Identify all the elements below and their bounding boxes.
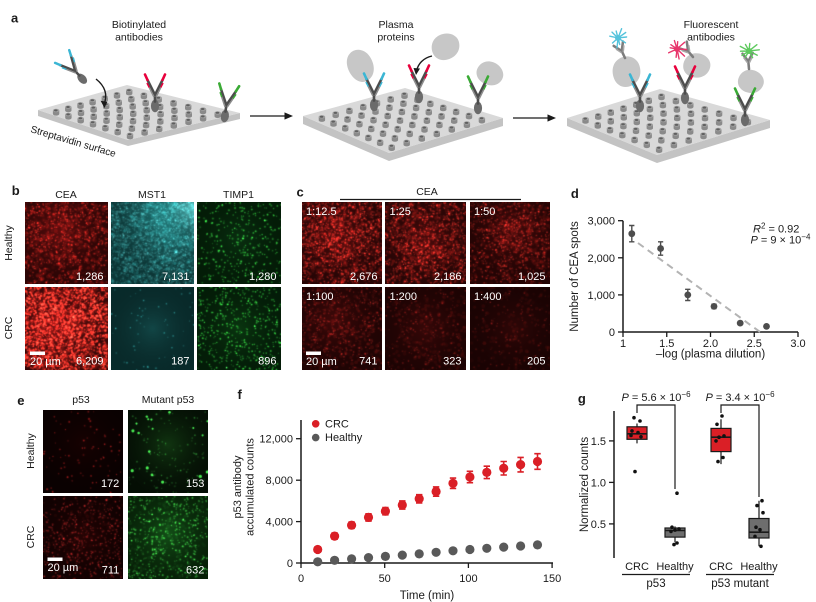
svg-text:p53 antibody: p53 antibody bbox=[232, 455, 244, 518]
svg-text:1:12.5: 1:12.5 bbox=[306, 206, 337, 218]
svg-text:Healthy: Healthy bbox=[25, 432, 37, 468]
svg-text:1:400: 1:400 bbox=[474, 291, 502, 303]
svg-text:1,286: 1,286 bbox=[76, 271, 104, 283]
svg-text:20 µm: 20 µm bbox=[48, 562, 79, 574]
svg-text:c: c bbox=[297, 185, 304, 200]
svg-text:896: 896 bbox=[258, 356, 276, 368]
svg-text:TIMP1: TIMP1 bbox=[223, 189, 254, 201]
svg-text:3.0: 3.0 bbox=[790, 338, 805, 350]
svg-text:P = 3.4 × 10−6: P = 3.4 × 10−6 bbox=[705, 390, 775, 405]
svg-text:f: f bbox=[238, 387, 243, 402]
svg-text:d: d bbox=[571, 186, 579, 201]
svg-text:1.0: 1.0 bbox=[591, 477, 606, 489]
svg-text:0: 0 bbox=[287, 558, 293, 570]
svg-text:205: 205 bbox=[527, 356, 545, 368]
svg-text:6,209: 6,209 bbox=[76, 356, 104, 368]
svg-text:b: b bbox=[12, 183, 20, 198]
svg-text:632: 632 bbox=[186, 565, 204, 577]
svg-text:Healthy: Healthy bbox=[656, 561, 694, 573]
svg-text:CRC: CRC bbox=[325, 418, 349, 430]
svg-text:0.5: 0.5 bbox=[591, 519, 606, 531]
svg-text:2,186: 2,186 bbox=[434, 271, 462, 283]
svg-text:e: e bbox=[17, 393, 24, 408]
svg-text:P = 5.6 × 10−6: P = 5.6 × 10−6 bbox=[621, 390, 691, 405]
svg-text:8,000: 8,000 bbox=[265, 475, 293, 487]
svg-text:CRC: CRC bbox=[625, 561, 649, 573]
svg-text:20 µm: 20 µm bbox=[306, 356, 337, 368]
svg-text:Mutant p53: Mutant p53 bbox=[142, 394, 195, 406]
svg-text:741: 741 bbox=[359, 356, 377, 368]
svg-text:1:100: 1:100 bbox=[306, 291, 334, 303]
svg-text:proteins: proteins bbox=[377, 32, 414, 44]
svg-text:100: 100 bbox=[459, 573, 477, 585]
svg-text:20 µm: 20 µm bbox=[30, 356, 61, 368]
svg-text:50: 50 bbox=[379, 573, 391, 585]
svg-text:12,000: 12,000 bbox=[259, 434, 293, 446]
svg-text:accumulated counts: accumulated counts bbox=[245, 438, 257, 536]
svg-text:1.5: 1.5 bbox=[591, 436, 606, 448]
svg-text:p53: p53 bbox=[72, 394, 90, 406]
svg-text:150: 150 bbox=[543, 573, 561, 585]
svg-text:Biotinylated: Biotinylated bbox=[112, 19, 166, 31]
svg-text:1:25: 1:25 bbox=[390, 206, 411, 218]
svg-text:1.5: 1.5 bbox=[659, 338, 674, 350]
svg-text:1,025: 1,025 bbox=[518, 271, 546, 283]
svg-text:1,280: 1,280 bbox=[249, 271, 277, 283]
svg-text:2.0: 2.0 bbox=[703, 338, 718, 350]
svg-text:153: 153 bbox=[186, 478, 204, 490]
svg-text:antibodies: antibodies bbox=[115, 32, 163, 44]
svg-text:1:50: 1:50 bbox=[474, 206, 495, 218]
svg-text:CRC: CRC bbox=[709, 561, 733, 573]
svg-text:antibodies: antibodies bbox=[687, 32, 735, 44]
svg-text:323: 323 bbox=[443, 356, 461, 368]
svg-text:MST1: MST1 bbox=[138, 189, 166, 201]
svg-text:g: g bbox=[578, 391, 586, 406]
svg-text:2,000: 2,000 bbox=[587, 253, 615, 265]
svg-text:7,131: 7,131 bbox=[162, 271, 190, 283]
svg-text:1:200: 1:200 bbox=[390, 291, 418, 303]
svg-text:0: 0 bbox=[609, 327, 615, 339]
svg-text:Healthy: Healthy bbox=[740, 561, 778, 573]
svg-text:Normalized counts: Normalized counts bbox=[579, 437, 591, 532]
svg-text:–log (plasma dilution): –log (plasma dilution) bbox=[656, 349, 765, 361]
svg-text:Number of CEA spots: Number of CEA spots bbox=[569, 221, 581, 332]
svg-text:a: a bbox=[11, 11, 19, 26]
svg-text:187: 187 bbox=[171, 356, 189, 368]
svg-text:R2 = 0.92: R2 = 0.92 bbox=[753, 221, 799, 236]
svg-text:Healthy: Healthy bbox=[325, 432, 363, 444]
svg-text:2,676: 2,676 bbox=[350, 271, 378, 283]
svg-text:p53: p53 bbox=[646, 578, 665, 590]
svg-text:Plasma: Plasma bbox=[378, 19, 413, 31]
svg-text:CRC: CRC bbox=[25, 525, 37, 548]
svg-text:2.5: 2.5 bbox=[747, 338, 762, 350]
svg-text:CEA: CEA bbox=[416, 186, 438, 198]
svg-text:P = 9 × 10−4: P = 9 × 10−4 bbox=[751, 232, 811, 247]
svg-text:Healthy: Healthy bbox=[3, 224, 15, 260]
svg-text:3,000: 3,000 bbox=[587, 216, 615, 228]
svg-text:Fluorescent: Fluorescent bbox=[684, 19, 739, 31]
svg-text:1,000: 1,000 bbox=[587, 290, 615, 302]
svg-text:p53 mutant: p53 mutant bbox=[711, 578, 769, 590]
svg-text:CRC: CRC bbox=[3, 316, 15, 339]
svg-text:711: 711 bbox=[102, 565, 120, 577]
svg-text:Time (min): Time (min) bbox=[400, 590, 455, 602]
svg-text:4,000: 4,000 bbox=[265, 517, 293, 529]
svg-text:CEA: CEA bbox=[55, 189, 77, 201]
svg-text:0: 0 bbox=[298, 573, 304, 585]
svg-text:172: 172 bbox=[101, 478, 119, 490]
svg-text:1: 1 bbox=[620, 338, 626, 350]
